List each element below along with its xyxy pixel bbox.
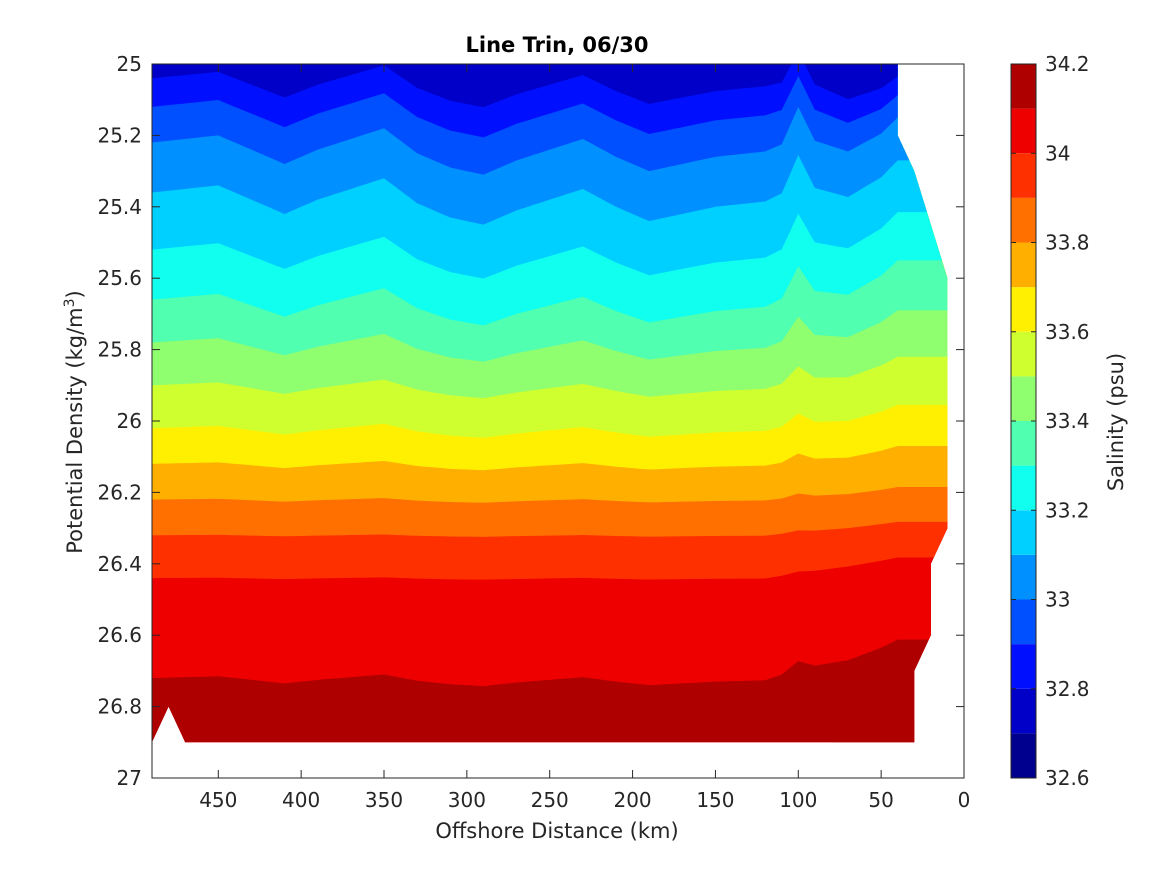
colorbar-label: Salinity (psu) — [1104, 353, 1128, 491]
colorbar-tick-label: 33.2 — [1045, 498, 1090, 522]
colorbar-swatch — [1011, 331, 1036, 377]
colorbar-swatch — [1011, 287, 1036, 332]
y-tick-label: 25.2 — [97, 123, 142, 147]
contour-band — [152, 64, 948, 108]
x-tick-label: 100 — [779, 788, 817, 812]
colorbar-swatch — [1011, 599, 1036, 645]
x-tick-label: 150 — [696, 788, 734, 812]
colorbar-swatch — [1011, 510, 1036, 555]
contour-band-max — [831, 720, 915, 743]
contour-fills — [152, 64, 948, 743]
colorbar-swatch — [1011, 197, 1036, 243]
x-tick-label: 450 — [199, 788, 237, 812]
y-axis-label-main: Potential Density (kg/m — [63, 307, 87, 553]
colorbar-swatch — [1011, 108, 1036, 154]
x-tick-label: 300 — [448, 788, 486, 812]
x-tick-label: 400 — [282, 788, 320, 812]
y-tick-label: 26.8 — [97, 695, 142, 719]
colorbar-tick-label: 32.6 — [1045, 766, 1090, 790]
y-tick-label: 26.4 — [97, 552, 142, 576]
y-tick-label: 25.8 — [97, 338, 142, 362]
colorbar-swatch — [1011, 64, 1036, 109]
colorbar-tick-label: 33.6 — [1045, 320, 1090, 344]
colorbar-tick-label: 33.4 — [1045, 409, 1090, 433]
colorbar-swatch — [1011, 465, 1036, 511]
x-axis: 450 400 350 300 250 200 150 100 50 0 — [199, 64, 970, 812]
colorbar-tick-label: 34 — [1045, 141, 1070, 165]
colorbar-tick-label: 33.8 — [1045, 231, 1090, 255]
colorbar-swatch — [1011, 153, 1036, 198]
colorbar: 32.6 32.8 33 33.2 33.4 33.6 33.8 34 34.2 — [1010, 52, 1090, 790]
colorbar-swatch — [1011, 421, 1036, 466]
chart-title: Line Trin, 06/30 — [465, 33, 648, 57]
colorbar-tick-label: 33 — [1045, 588, 1070, 612]
x-tick-label: 250 — [531, 788, 569, 812]
y-tick-label: 25 — [117, 52, 142, 76]
y-axis-label-superscript: 3 — [62, 298, 78, 307]
plot-area: 450 400 350 300 250 200 150 100 50 0 2525.225.425… — [97, 52, 970, 812]
colorbar-swatch — [1011, 644, 1036, 689]
y-tick-label: 27 — [117, 766, 142, 790]
y-axis-label: Potential Density (kg/m3) — [62, 290, 87, 554]
colorbar-swatch — [1011, 733, 1036, 778]
x-tick-label: 350 — [365, 788, 403, 812]
contour-band — [152, 64, 948, 138]
y-tick-label: 25.6 — [97, 266, 142, 290]
y-tick-label: 25.4 — [97, 195, 142, 219]
colorbar-swatch — [1011, 242, 1036, 288]
y-tick-label: 26.2 — [97, 480, 142, 504]
colorbar-swatch — [1011, 376, 1036, 421]
colorbar-tick-label: 32.8 — [1045, 677, 1090, 701]
x-axis-label: Offshore Distance (km) — [435, 819, 678, 843]
colorbar-swatch — [1011, 688, 1036, 734]
x-tick-label: 0 — [958, 788, 971, 812]
y-tick-label: 26.6 — [97, 623, 142, 647]
y-tick-label: 26 — [117, 409, 142, 433]
y-axis-label-suffix: ) — [63, 290, 87, 298]
colorbar-swatch — [1011, 554, 1036, 600]
x-tick-label: 200 — [613, 788, 651, 812]
y-axis: 25 25.2 25.4 25.6 25.8 26 26.2 26.4 26.6 26.8 27 — [97, 52, 964, 790]
x-tick-label: 50 — [868, 788, 893, 812]
colorbar-tick-label: 34.2 — [1045, 52, 1090, 76]
